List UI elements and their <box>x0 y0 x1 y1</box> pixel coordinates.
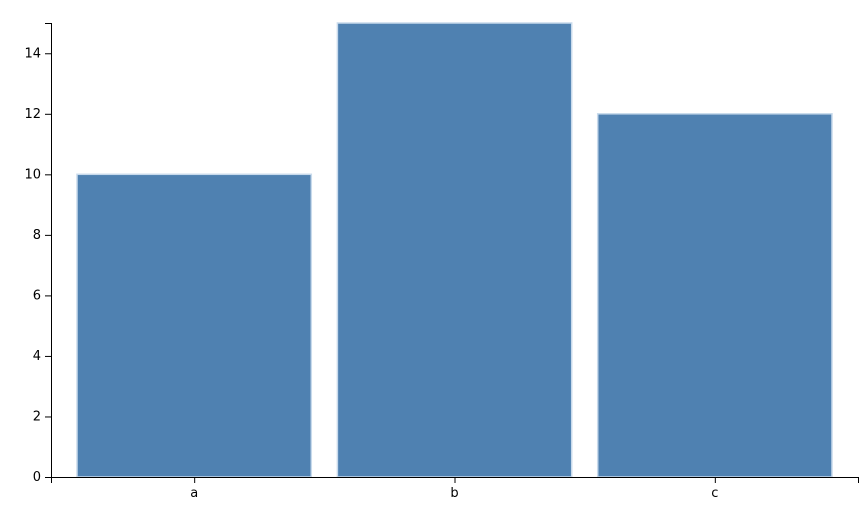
y-tick-label: 8 <box>33 228 41 243</box>
bar-c <box>596 113 833 478</box>
bars-group <box>76 22 833 478</box>
y-tick-label: 14 <box>24 46 41 61</box>
y-tick-label: 10 <box>24 167 41 182</box>
y-axis: 0 2 4 6 8 10 12 14 <box>24 23 52 485</box>
x-axis: a b c <box>51 477 859 501</box>
x-tick-label: c <box>711 486 718 501</box>
y-tick-label: 4 <box>33 349 41 364</box>
x-tick-label: b <box>450 486 458 501</box>
bar-b <box>336 22 573 478</box>
y-tick-label: 12 <box>24 107 41 122</box>
y-axis-domain <box>45 23 52 478</box>
bar-a <box>76 173 313 478</box>
y-tick-label: 6 <box>33 289 41 304</box>
y-tick-label: 2 <box>33 410 41 425</box>
y-tick-label: 0 <box>33 470 41 485</box>
x-tick-label: a <box>190 486 198 501</box>
